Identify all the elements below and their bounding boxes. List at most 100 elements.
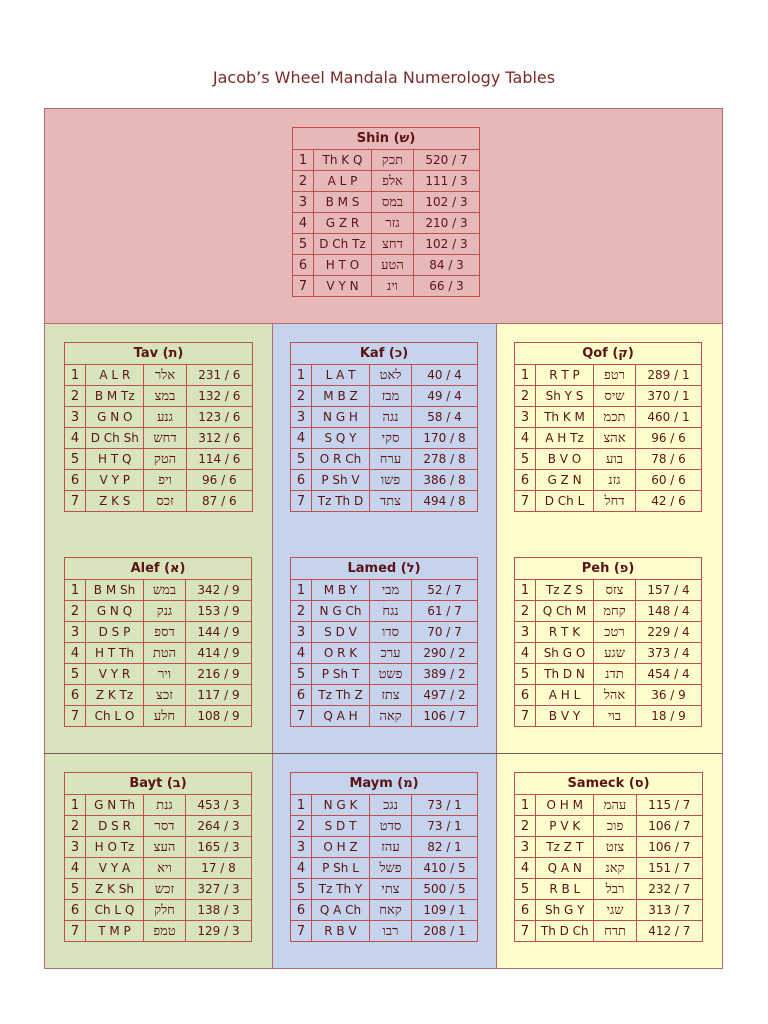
row-number: 1 — [513, 794, 537, 816]
numeric-value: 157 / 4 — [634, 579, 703, 601]
row-number: 6 — [64, 684, 86, 706]
numeric-value: 520 / 7 — [412, 149, 481, 171]
row-number: 5 — [290, 448, 312, 470]
row-number: 5 — [290, 878, 312, 900]
hebrew-letters: במש — [143, 579, 186, 601]
latin-letters: V Y R — [85, 663, 144, 685]
table-row: 6 Ch L Q חלק 138 / 3 — [64, 899, 253, 921]
hebrew-letters: ויר — [143, 663, 186, 685]
numeric-value: 312 / 6 — [185, 427, 254, 449]
numeric-value: 129 / 3 — [184, 920, 253, 942]
hebrew-letters: סקי — [369, 427, 412, 449]
row-number: 7 — [64, 920, 86, 942]
row-number: 2 — [64, 815, 86, 837]
numeric-value: 373 / 4 — [634, 642, 703, 664]
hebrew-letters: דחצ — [371, 233, 414, 255]
row-number: 5 — [514, 663, 536, 685]
row-number: 4 — [290, 642, 312, 664]
numeric-value: 18 / 9 — [634, 705, 703, 727]
numeric-value: 210 / 3 — [412, 212, 481, 234]
row-number: 2 — [63, 385, 87, 407]
table-row: 6 Tz Th Z צתז 497 / 2 — [290, 684, 479, 706]
row-number: 7 — [63, 490, 87, 512]
numeric-value: 108 / 9 — [184, 705, 253, 727]
hebrew-letters: קחמ — [593, 600, 636, 622]
latin-letters: Z K Sh — [85, 878, 144, 900]
numeric-value: 17 / 8 — [184, 857, 253, 879]
latin-letters: D S P — [85, 621, 144, 643]
row-number: 6 — [292, 254, 314, 276]
latin-letters: R T P — [535, 364, 594, 386]
row-number: 4 — [292, 212, 314, 234]
numeric-value: 264 / 3 — [184, 815, 253, 837]
hebrew-letters: דחל — [593, 490, 636, 512]
latin-letters: A L R — [85, 364, 145, 386]
latin-letters: Q A Ch — [311, 899, 370, 921]
numeric-value: 106 / 7 — [635, 836, 704, 858]
row-number: 2 — [290, 815, 312, 837]
numeric-value: 153 / 9 — [184, 600, 253, 622]
row-number: 6 — [63, 469, 87, 491]
row-number: 7 — [290, 920, 312, 942]
latin-letters: A L P — [313, 170, 372, 192]
row-number: 4 — [63, 427, 87, 449]
hebrew-letters: דחש — [143, 427, 187, 449]
latin-letters: G N Th — [85, 794, 144, 816]
numeric-value: 58 / 4 — [411, 406, 478, 428]
latin-letters: P Sh T — [311, 663, 370, 685]
row-number: 4 — [513, 857, 537, 879]
row-number: 6 — [290, 684, 312, 706]
latin-letters: B V O — [535, 448, 594, 470]
row-number: 7 — [290, 705, 312, 727]
hebrew-letters: קאח — [369, 899, 412, 921]
row-number: 5 — [514, 448, 536, 470]
hebrew-letters: שגע — [593, 642, 636, 664]
latin-letters: Th D N — [535, 663, 594, 685]
hebrew-letters: רבו — [369, 920, 412, 942]
hebrew-letters: עהז — [369, 836, 412, 858]
hebrew-letters: פשט — [369, 663, 412, 685]
hebrew-letters: תדח — [593, 920, 637, 942]
table-row: 2 Sh Y S שיס 370 / 1 — [514, 385, 703, 407]
hebrew-letters: גזר — [371, 212, 414, 234]
row-number: 7 — [514, 490, 536, 512]
row-number: 2 — [64, 600, 86, 622]
numeric-value: 313 / 7 — [635, 899, 704, 921]
latin-letters: Th K Q — [313, 149, 372, 171]
numeric-value: 70 / 7 — [410, 621, 479, 643]
numeric-value: 414 / 9 — [184, 642, 253, 664]
numeric-value: 102 / 3 — [412, 233, 481, 255]
hebrew-letters: דספ — [143, 621, 186, 643]
hebrew-letters: זכס — [143, 490, 187, 512]
hebrew-letters: בוי — [593, 705, 636, 727]
hebrew-letters: העצ — [143, 836, 186, 858]
row-number: 2 — [290, 600, 312, 622]
hebrew-letters: רבל — [593, 878, 637, 900]
numeric-value: 216 / 9 — [184, 663, 253, 685]
numeric-value: 102 / 3 — [412, 191, 481, 213]
hebrew-letters: במס — [371, 191, 414, 213]
row-number: 4 — [64, 857, 86, 879]
latin-letters: O R K — [311, 642, 370, 664]
latin-letters: Sh G Y — [535, 899, 595, 921]
hebrew-letters: שגי — [593, 899, 637, 921]
latin-letters: Ch L O — [85, 705, 144, 727]
table-row: 3 Tz Z T צזט 106 / 7 — [513, 836, 704, 858]
latin-letters: Tz Z T — [535, 836, 595, 858]
hebrew-letters: מבי — [369, 579, 412, 601]
